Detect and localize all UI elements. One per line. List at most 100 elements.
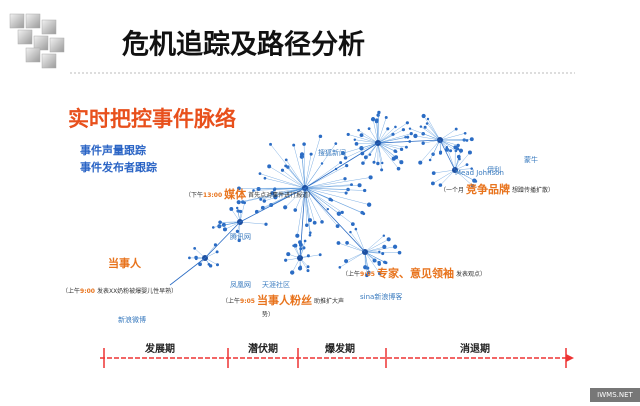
- node: [295, 233, 300, 238]
- node: [272, 188, 276, 192]
- node: [284, 164, 288, 168]
- node: [306, 254, 310, 258]
- node: [215, 263, 220, 267]
- edge: [299, 187, 306, 259]
- node: [263, 176, 267, 180]
- node: [454, 149, 458, 153]
- node: [413, 133, 418, 139]
- edge: [354, 139, 379, 144]
- node: [188, 256, 191, 260]
- edge: [293, 145, 306, 189]
- edge: [304, 187, 343, 213]
- edge: [358, 129, 379, 144]
- node: [218, 220, 222, 225]
- logo: 凤凰网: [230, 281, 251, 289]
- node: [283, 205, 288, 210]
- node: [280, 168, 285, 172]
- watermark-bg: [590, 388, 640, 402]
- ann-actor: 竞争品牌: [466, 182, 510, 196]
- node: [213, 243, 218, 247]
- edge: [377, 142, 407, 148]
- logo: 蒙牛: [524, 155, 538, 164]
- node: [286, 252, 291, 257]
- edge: [304, 187, 311, 236]
- edge: [409, 128, 441, 141]
- edge: [361, 134, 379, 144]
- node: [360, 151, 365, 156]
- edge: [304, 187, 354, 225]
- node: [445, 146, 449, 149]
- edge: [304, 184, 360, 189]
- edge: [364, 246, 385, 253]
- node: [340, 210, 344, 214]
- ann-prefix: （上午: [342, 270, 360, 278]
- edge: [377, 142, 382, 170]
- edge: [377, 139, 441, 144]
- node: [334, 142, 338, 146]
- edge: [348, 134, 379, 144]
- node: [284, 158, 288, 162]
- logo: 新浪微博: [118, 315, 146, 324]
- node: [346, 132, 350, 137]
- edge: [285, 187, 306, 208]
- node: [406, 135, 410, 139]
- edge: [264, 177, 306, 189]
- node: [343, 177, 347, 181]
- edge: [301, 154, 306, 189]
- edge: [439, 128, 457, 141]
- node: [262, 199, 267, 203]
- node: [394, 150, 398, 154]
- node: [312, 220, 317, 225]
- node: [336, 241, 341, 245]
- timeline: [100, 348, 574, 368]
- node: [431, 171, 436, 175]
- node: [211, 226, 215, 229]
- node: [469, 137, 474, 142]
- node: [391, 156, 396, 161]
- node: [343, 156, 348, 160]
- edge: [377, 117, 387, 144]
- node: [456, 143, 460, 148]
- edge: [286, 159, 306, 189]
- edge: [377, 142, 394, 159]
- edge: [420, 126, 441, 141]
- edge: [264, 187, 306, 202]
- node: [363, 188, 367, 193]
- edge: [364, 239, 389, 253]
- node: [419, 125, 423, 128]
- cube-logo: [9, 13, 65, 69]
- node: [258, 172, 262, 176]
- node: [267, 164, 272, 169]
- node: [326, 207, 330, 211]
- edge: [427, 118, 441, 141]
- node: [236, 209, 240, 213]
- edge: [440, 169, 456, 186]
- node: [392, 244, 398, 249]
- node: [237, 238, 241, 243]
- node: [307, 218, 312, 223]
- node: [284, 258, 288, 262]
- node: [401, 128, 406, 132]
- node: [345, 164, 349, 168]
- ann-prefix: （上午: [222, 297, 240, 305]
- edge: [432, 169, 456, 184]
- watermark: IWMS.NET: [597, 391, 633, 399]
- node: [377, 110, 381, 115]
- node: [381, 252, 385, 256]
- edge: [439, 138, 472, 141]
- edge: [376, 120, 379, 144]
- node: [425, 122, 429, 125]
- edge: [303, 144, 306, 189]
- edge: [339, 251, 366, 268]
- node: [470, 167, 473, 170]
- edge: [362, 142, 379, 164]
- edge: [377, 136, 408, 144]
- edge: [433, 169, 456, 174]
- node: [470, 184, 475, 188]
- edge: [259, 173, 306, 189]
- edge: [377, 142, 402, 150]
- edge: [364, 246, 396, 253]
- title: 危机追踪及路径分析: [122, 29, 365, 61]
- bullet: 事件声量跟踪: [80, 143, 146, 157]
- phase-label: 消退期: [460, 342, 490, 355]
